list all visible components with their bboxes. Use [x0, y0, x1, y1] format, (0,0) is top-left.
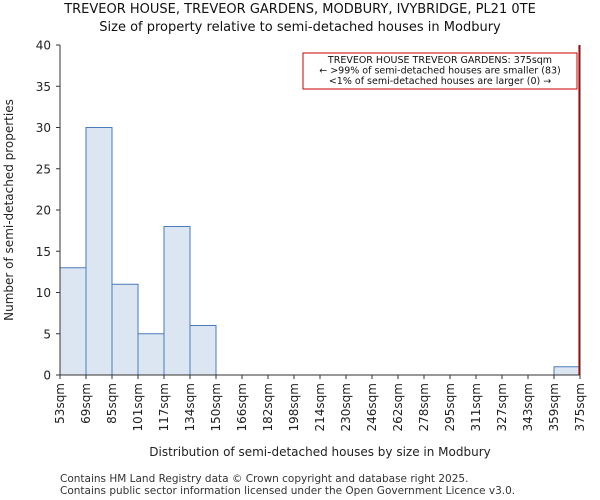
y-tick-label: 35: [36, 80, 51, 94]
x-tick-label-69sqm: 69sqm: [79, 383, 93, 424]
y-tick-label: 10: [36, 286, 51, 300]
x-tick-label-246sqm: 246sqm: [365, 383, 379, 431]
x-tick-label-327sqm: 327sqm: [495, 383, 509, 431]
bar-101sqm: [137, 333, 165, 376]
x-tick-label-343sqm: 343sqm: [521, 383, 535, 431]
y-tick-label: 15: [36, 245, 51, 259]
annotation-line-3: <1% of semi-detached houses are larger (…: [329, 76, 551, 87]
x-tick-label-101sqm: 101sqm: [131, 383, 145, 431]
x-tick-label-262sqm: 262sqm: [391, 383, 405, 431]
bar-53sqm: [59, 267, 87, 376]
x-tick-label-359sqm: 359sqm: [547, 383, 561, 431]
bar-117sqm: [163, 226, 191, 376]
bar-69sqm: [85, 127, 113, 376]
x-ticks-group: 53sqm 69sqm 85sqm 101sqm 117sqm 134sqm 150sqm 1…: [53, 375, 587, 431]
footer-line-2: Contains public sector information licen…: [60, 485, 516, 497]
axes-frame: [59, 45, 581, 376]
x-tick-label-295sqm: 295sqm: [443, 383, 457, 431]
x-tick-label-150sqm: 150sqm: [209, 383, 223, 431]
x-tick-label-278sqm: 278sqm: [417, 383, 431, 431]
y-ticks-group: 0 5 10 15 20 25 30 35 40: [36, 39, 60, 383]
x-tick-label-53sqm: 53sqm: [53, 383, 67, 424]
footer-line-1: Contains HM Land Registry data © Crown c…: [60, 473, 469, 485]
bar-134sqm: [189, 325, 217, 376]
x-tick-label-230sqm: 230sqm: [339, 383, 353, 431]
annotation-box: [302, 52, 578, 90]
x-tick-label-311sqm: 311sqm: [469, 383, 483, 431]
x-tick-label-134sqm: 134sqm: [183, 383, 197, 431]
bar-85sqm: [111, 283, 139, 376]
x-tick-label-214sqm: 214sqm: [313, 383, 327, 431]
x-tick-label-182sqm: 182sqm: [261, 383, 275, 431]
chart-subtitle: Size of property relative to semi-detach…: [99, 20, 501, 35]
y-tick-label: 0: [43, 369, 51, 383]
y-axis-label: Number of semi-detached properties: [2, 99, 16, 321]
y-tick-label: 5: [43, 327, 51, 341]
y-tick-label: 40: [36, 39, 51, 53]
x-axis-label: Distribution of semi-detached houses by …: [149, 445, 490, 459]
x-tick-label-117sqm: 117sqm: [157, 383, 171, 431]
x-tick-label-375sqm: 375sqm: [573, 383, 587, 431]
x-tick-label-166sqm: 166sqm: [235, 383, 249, 431]
bars-group: [59, 127, 581, 376]
x-tick-label-85sqm: 85sqm: [105, 383, 119, 424]
bar-359sqm: [553, 366, 581, 376]
chart-title: TREVEOR HOUSE, TREVEOR GARDENS, MODBURY,…: [64, 2, 536, 17]
annotation-line-1: TREVEOR HOUSE TREVEOR GARDENS: 375sqm: [327, 55, 552, 66]
annotation-line-2: ← >99% of semi-detached houses are small…: [319, 66, 561, 77]
x-tick-label-198sqm: 198sqm: [287, 383, 301, 431]
y-tick-label: 25: [36, 162, 51, 176]
y-tick-label: 30: [36, 121, 51, 135]
y-tick-label: 20: [36, 204, 51, 218]
